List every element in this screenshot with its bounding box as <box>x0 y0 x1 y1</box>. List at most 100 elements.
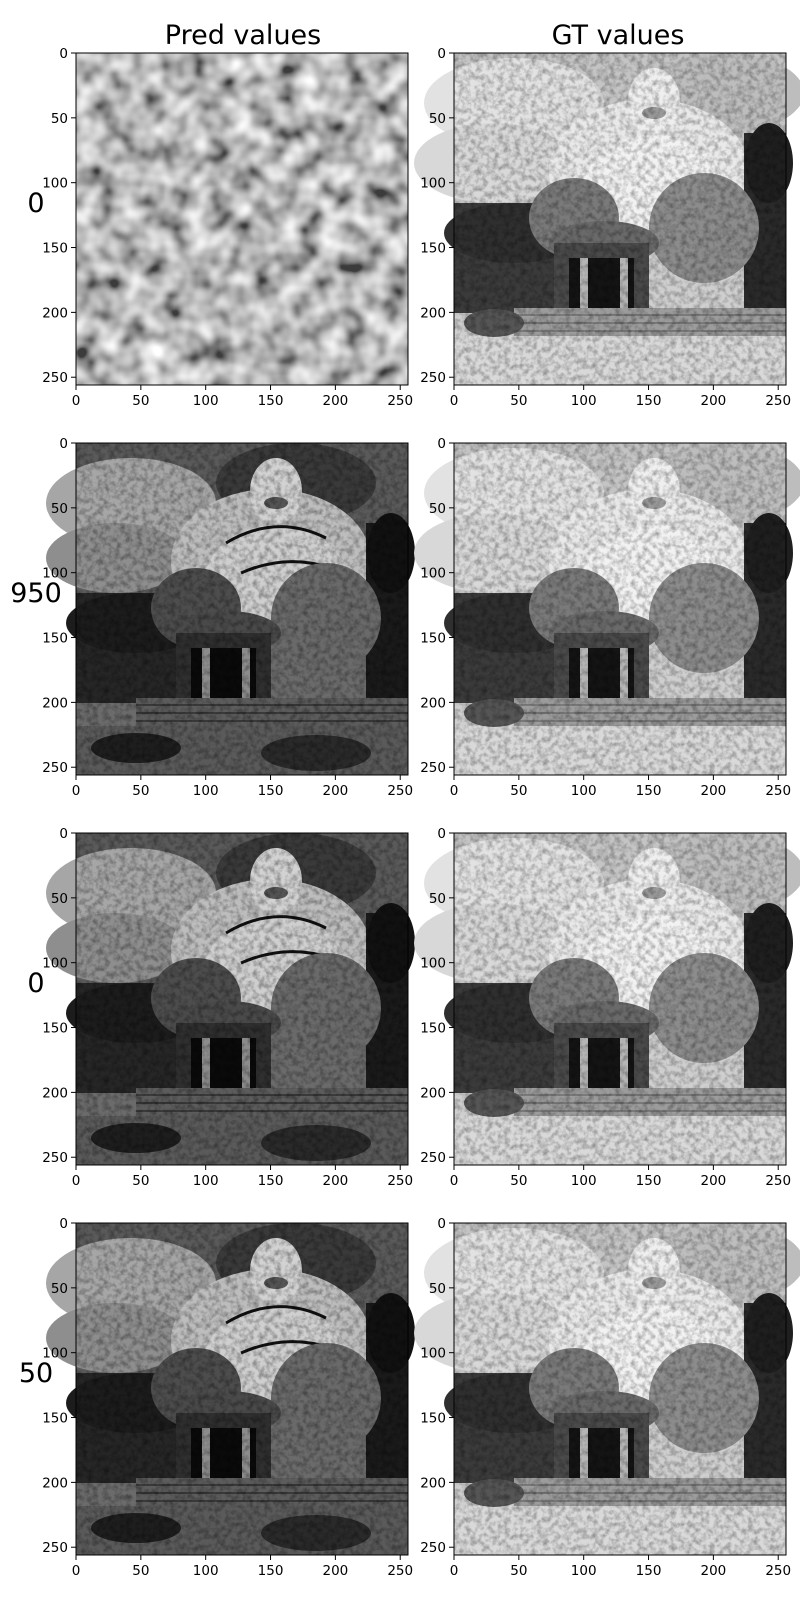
x-tick-label: 200 <box>322 1563 348 1579</box>
x-tick-label: 100 <box>571 393 597 409</box>
y-tick-label: 0 <box>437 46 446 62</box>
y-tick-label: 250 <box>420 370 446 386</box>
axes-frame <box>453 1222 787 1556</box>
y-tick-label: 50 <box>429 1281 446 1297</box>
pred-image <box>46 1223 415 1555</box>
y-tick-label: 100 <box>420 566 446 582</box>
x-tick-label: 50 <box>132 783 149 799</box>
y-tick-label: 100 <box>42 176 68 192</box>
x-tick-label: 150 <box>258 783 284 799</box>
x-tick-label: 50 <box>510 1563 527 1579</box>
axes-frame <box>75 832 409 1166</box>
x-tick-label: 250 <box>765 1173 791 1189</box>
x-tick-label: 0 <box>450 1173 459 1189</box>
x-tick-label: 50 <box>510 783 527 799</box>
x-tick-label: 200 <box>322 393 348 409</box>
x-tick-label: 200 <box>700 1173 726 1189</box>
axes-frame <box>75 442 409 776</box>
x-tick-label: 0 <box>72 783 81 799</box>
x-tick-label: 100 <box>193 1173 219 1189</box>
y-tick-label: 250 <box>420 760 446 776</box>
y-tick-label: 150 <box>42 1411 68 1427</box>
x-tick-label: 100 <box>193 783 219 799</box>
y-tick-label: 50 <box>51 501 68 517</box>
y-tick-label: 200 <box>420 695 446 711</box>
y-tick-label: 150 <box>420 241 446 257</box>
y-tick-label: 200 <box>42 695 68 711</box>
gt-image <box>414 833 800 1165</box>
x-tick-label: 0 <box>72 1173 81 1189</box>
column-title-gt: GT values <box>552 20 685 51</box>
x-tick-label: 200 <box>322 1173 348 1189</box>
y-tick-label: 50 <box>429 111 446 127</box>
x-tick-label: 0 <box>450 393 459 409</box>
x-tick-label: 200 <box>700 393 726 409</box>
x-tick-label: 100 <box>571 1173 597 1189</box>
y-tick-label: 0 <box>437 826 446 842</box>
x-tick-label: 250 <box>765 783 791 799</box>
y-tick-label: 250 <box>420 1150 446 1166</box>
x-tick-label: 100 <box>571 783 597 799</box>
gt-image <box>414 1223 800 1555</box>
axes-frame <box>453 52 787 386</box>
y-tick-label: 200 <box>420 305 446 321</box>
x-tick-label: 250 <box>387 1563 413 1579</box>
y-tick-label: 100 <box>42 956 68 972</box>
x-tick-label: 150 <box>636 393 662 409</box>
x-tick-label: 50 <box>132 393 149 409</box>
y-tick-label: 100 <box>42 566 68 582</box>
pred-image <box>46 443 415 775</box>
y-tick-label: 50 <box>429 501 446 517</box>
y-tick-label: 250 <box>42 760 68 776</box>
y-tick-label: 250 <box>42 1150 68 1166</box>
x-tick-label: 0 <box>450 1563 459 1579</box>
x-tick-label: 250 <box>387 393 413 409</box>
y-tick-label: 150 <box>420 1411 446 1427</box>
x-tick-label: 150 <box>258 393 284 409</box>
x-tick-label: 150 <box>258 1173 284 1189</box>
y-tick-label: 0 <box>437 1216 446 1232</box>
y-tick-label: 0 <box>437 436 446 452</box>
y-tick-label: 50 <box>429 891 446 907</box>
y-tick-label: 50 <box>51 891 68 907</box>
x-tick-label: 50 <box>132 1173 149 1189</box>
row-label: 0 <box>27 188 44 219</box>
y-tick-label: 0 <box>59 826 68 842</box>
row-label: 50 <box>19 1358 53 1389</box>
x-tick-label: 200 <box>322 783 348 799</box>
x-tick-label: 150 <box>636 1563 662 1579</box>
axes-frame <box>453 442 787 776</box>
pred-image <box>76 53 408 385</box>
axes-frame <box>75 1222 409 1556</box>
y-tick-label: 150 <box>42 241 68 257</box>
x-tick-label: 0 <box>72 393 81 409</box>
y-tick-label: 200 <box>420 1475 446 1491</box>
x-tick-label: 250 <box>387 1173 413 1189</box>
column-title-pred: Pred values <box>165 20 321 51</box>
x-tick-label: 150 <box>258 1563 284 1579</box>
x-tick-label: 200 <box>700 1563 726 1579</box>
x-tick-label: 150 <box>636 783 662 799</box>
y-tick-label: 50 <box>51 1281 68 1297</box>
x-tick-label: 0 <box>450 783 459 799</box>
y-tick-label: 0 <box>59 46 68 62</box>
y-tick-label: 200 <box>420 1085 446 1101</box>
axes-frame <box>453 832 787 1166</box>
x-tick-label: 100 <box>193 393 219 409</box>
row-label: 0 <box>27 968 44 999</box>
y-tick-label: 200 <box>42 305 68 321</box>
y-tick-label: 200 <box>42 1475 68 1491</box>
y-tick-label: 150 <box>420 631 446 647</box>
y-tick-label: 50 <box>51 111 68 127</box>
y-tick-label: 100 <box>420 1346 446 1362</box>
y-tick-label: 100 <box>420 176 446 192</box>
